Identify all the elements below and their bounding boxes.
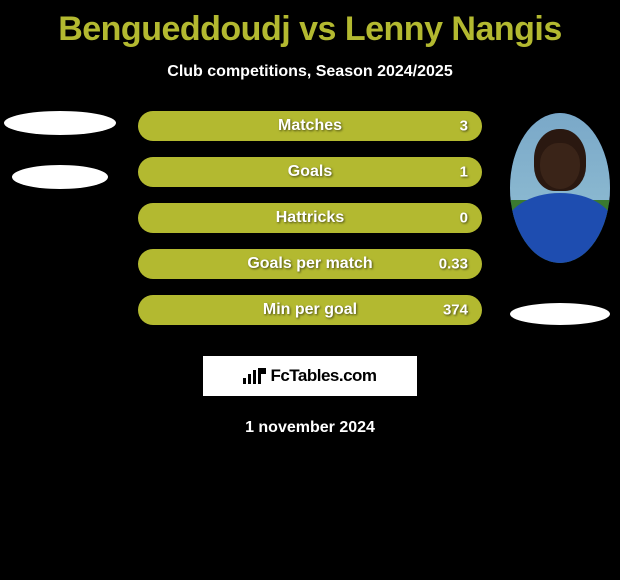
snapshot-date: 1 november 2024 (0, 419, 620, 437)
stat-bars: Matches 3 Goals 1 Hattricks 0 Goals per … (138, 111, 482, 325)
chart-icon (243, 368, 266, 384)
left-player-name-placeholder (12, 165, 108, 189)
stat-bar-min-per-goal: Min per goal 374 (138, 295, 482, 325)
stat-label: Goals (288, 163, 332, 181)
right-player-avatar (510, 113, 610, 263)
comparison-content: Matches 3 Goals 1 Hattricks 0 Goals per … (0, 111, 620, 325)
right-player-column (500, 111, 620, 325)
stat-bar-goals-per-match: Goals per match 0.33 (138, 249, 482, 279)
subtitle: Club competitions, Season 2024/2025 (0, 63, 620, 81)
source-logo: FcTables.com (202, 355, 418, 397)
stat-value: 3 (460, 118, 468, 135)
left-player-avatar-placeholder (4, 111, 116, 135)
stat-bar-hattricks: Hattricks 0 (138, 203, 482, 233)
stat-bar-matches: Matches 3 (138, 111, 482, 141)
stat-value: 0 (460, 210, 468, 227)
logo-text: FcTables.com (270, 366, 376, 386)
left-player-column (0, 111, 120, 189)
stat-value: 0.33 (439, 256, 468, 273)
stat-label: Min per goal (263, 301, 357, 319)
stat-label: Matches (278, 117, 342, 135)
page-title: Bengueddoudj vs Lenny Nangis (0, 0, 620, 49)
stat-label: Goals per match (247, 255, 372, 273)
stat-bar-goals: Goals 1 (138, 157, 482, 187)
right-player-name-placeholder (510, 303, 610, 325)
stat-value: 1 (460, 164, 468, 181)
stat-label: Hattricks (276, 209, 344, 227)
stat-value: 374 (443, 302, 468, 319)
